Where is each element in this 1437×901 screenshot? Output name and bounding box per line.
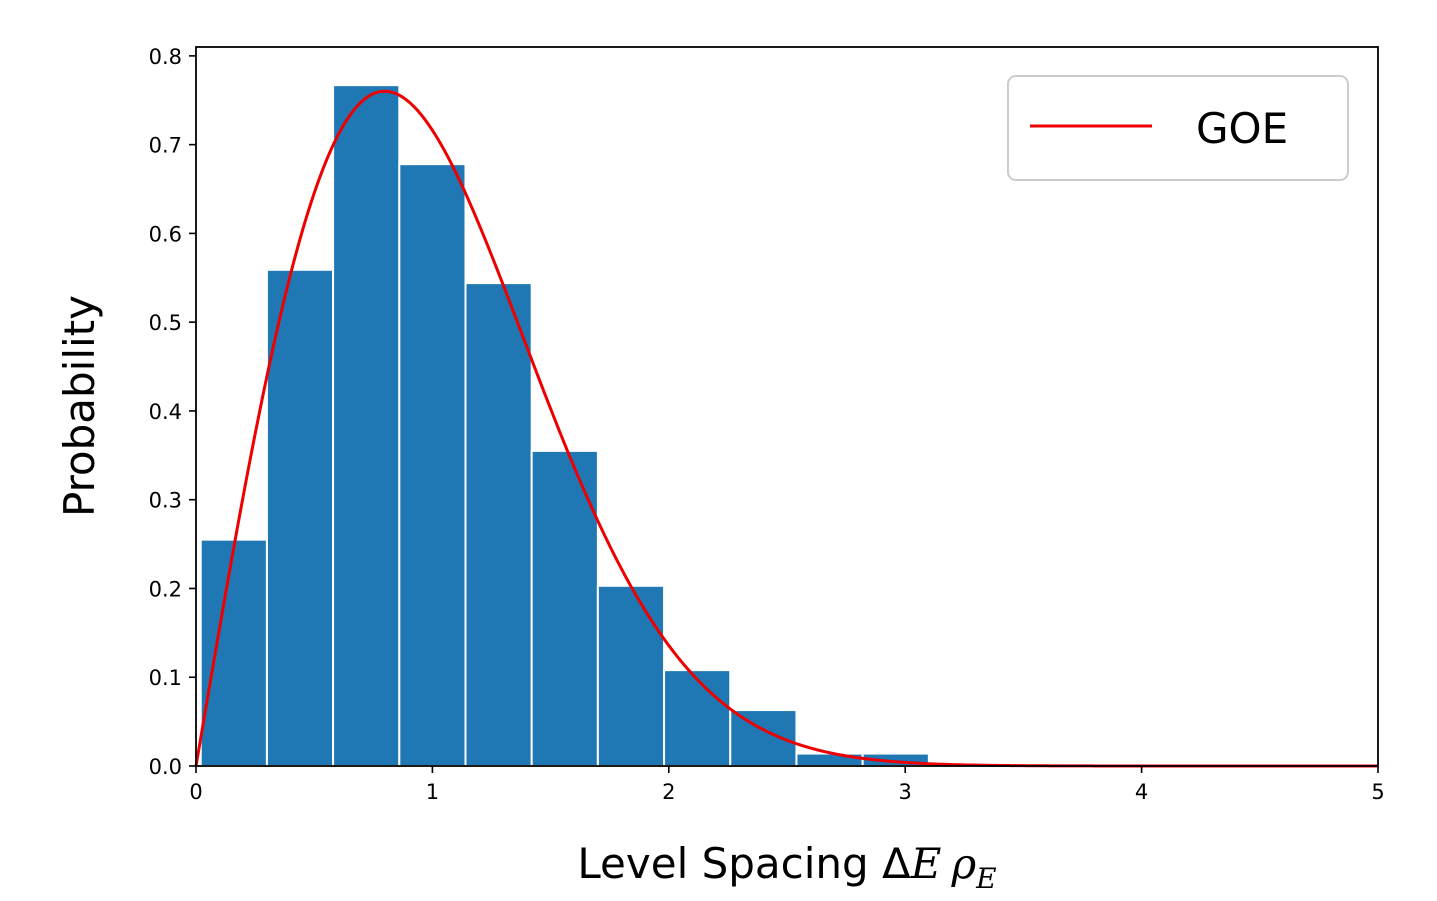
legend-goe-label: GOE [1196, 104, 1288, 153]
histogram-bar-4 [398, 163, 467, 768]
x-axis-delta-symbol: Δ [882, 839, 911, 888]
y-axis-ticks: 0.0 0.1 0.2 0.3 0.4 0.5 0.6 0.7 0.8 [149, 45, 196, 779]
x-tick-label: 4 [1135, 780, 1148, 804]
x-axis-title-text: Level Spacing [577, 839, 882, 888]
y-tick-label: 0.2 [149, 577, 182, 601]
histogram-bar-9 [729, 709, 798, 767]
y-tick-label: 0.7 [149, 134, 182, 158]
histogram-bars [199, 84, 930, 768]
x-axis-energy-symbol: E [910, 839, 942, 888]
x-axis-density-symbol: ρ [950, 839, 976, 888]
y-tick-label: 0.4 [149, 400, 182, 424]
x-axis-ticks: 0 1 2 3 4 5 [189, 766, 1385, 804]
x-tick-label: 3 [899, 780, 912, 804]
x-axis-density-subscript: E [975, 862, 996, 895]
y-tick-label: 0.1 [149, 666, 182, 690]
y-axis-title: Probability [55, 295, 104, 517]
y-tick-label: 0.8 [149, 45, 182, 69]
plot-frame [195, 46, 1379, 767]
histogram-bar-7 [596, 584, 666, 767]
histogram-bar-3 [332, 84, 401, 768]
x-tick-label: 0 [189, 780, 202, 804]
x-tick-label: 2 [662, 780, 675, 804]
y-tick-label: 0.6 [149, 222, 182, 246]
histogram-bar-8 [663, 669, 732, 768]
legend: GOE [1007, 75, 1349, 181]
x-tick-label: 1 [426, 780, 439, 804]
histogram-bar-10 [795, 752, 864, 767]
histogram-bar-1 [199, 538, 268, 767]
y-tick-label: 0.3 [149, 489, 182, 513]
histogram-bar-2 [265, 268, 335, 767]
histogram-bar-5 [464, 282, 533, 767]
legend-box [1007, 75, 1349, 181]
y-tick-label: 0.5 [149, 311, 182, 335]
y-tick-label: 0.0 [149, 755, 182, 779]
x-axis-title: Level Spacing ΔE ρE [577, 839, 996, 895]
x-tick-label: 5 [1371, 780, 1384, 804]
